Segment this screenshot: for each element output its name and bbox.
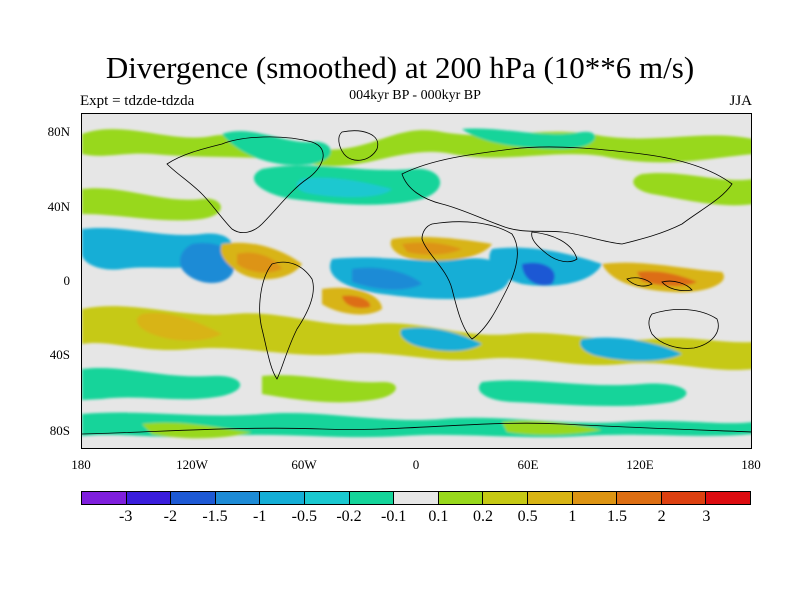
colorbar-segment: [126, 492, 172, 504]
colorbar-segment: [527, 492, 573, 504]
colorbar-segment: [483, 492, 528, 504]
lon-label-60w: 60W: [291, 457, 317, 472]
colorbar-label: -0.1: [380, 508, 407, 525]
lon-label-120e: 120E: [626, 457, 654, 472]
lat-label-40s: 40S: [49, 347, 70, 362]
colorbar-label: 1.5: [607, 508, 627, 525]
colorbar-segment: [349, 492, 395, 504]
lon-label-0: 0: [412, 457, 420, 472]
colorbar-segment: [394, 492, 439, 504]
plot-title: Divergence (smoothed) at 200 hPa (10**6 …: [105, 50, 695, 85]
colorbar-label: -0.5: [291, 508, 317, 525]
divergence-field-map: [82, 114, 751, 448]
colorbar-label: -1: [252, 508, 267, 525]
colorbar-segment: [260, 492, 305, 504]
lat-label-equator: 0: [63, 273, 71, 288]
colorbar-segment: [304, 492, 350, 504]
colorbar-label: 0.5: [517, 508, 538, 525]
contour-fill: [82, 128, 751, 439]
lat-label-40n: 40N: [47, 199, 70, 214]
colorbar-segment: [215, 492, 261, 504]
map-panel: [81, 113, 752, 449]
lon-label-180w: 180: [71, 457, 91, 472]
colorbar-label: -0.2: [336, 508, 362, 525]
colorbar: [81, 491, 751, 505]
colorbar-label: 2: [657, 508, 666, 525]
colorbar-segment: [572, 492, 618, 504]
lat-label-80s: 80S: [49, 423, 70, 438]
plot-subtitle: 004kyr BP - 000kyr BP: [349, 88, 481, 103]
colorbar-label: -2: [163, 508, 177, 525]
colorbar-label: 1: [568, 508, 577, 525]
season-label: JJA: [729, 93, 752, 109]
colorbar-segment: [706, 492, 750, 504]
colorbar-segment: [82, 492, 127, 504]
lon-label-120w: 120W: [176, 457, 208, 472]
colorbar-segment: [438, 492, 484, 504]
colorbar-label: -1.5: [202, 508, 228, 525]
lon-label-60e: 60E: [517, 457, 539, 472]
colorbar-label: -3: [118, 508, 133, 525]
colorbar-segment: [617, 492, 662, 504]
colorbar-label: 3: [702, 508, 711, 525]
colorbar-label: 0.2: [473, 508, 493, 525]
experiment-label: Expt = tdzde-tdzda: [80, 93, 195, 109]
lat-label-80n: 80N: [47, 124, 70, 139]
colorbar-segment: [171, 492, 216, 504]
continent-outlines: [82, 130, 751, 435]
colorbar-segment: [661, 492, 707, 504]
colorbar-label: 0.1: [428, 508, 449, 525]
lon-label-180e: 180: [741, 457, 761, 472]
